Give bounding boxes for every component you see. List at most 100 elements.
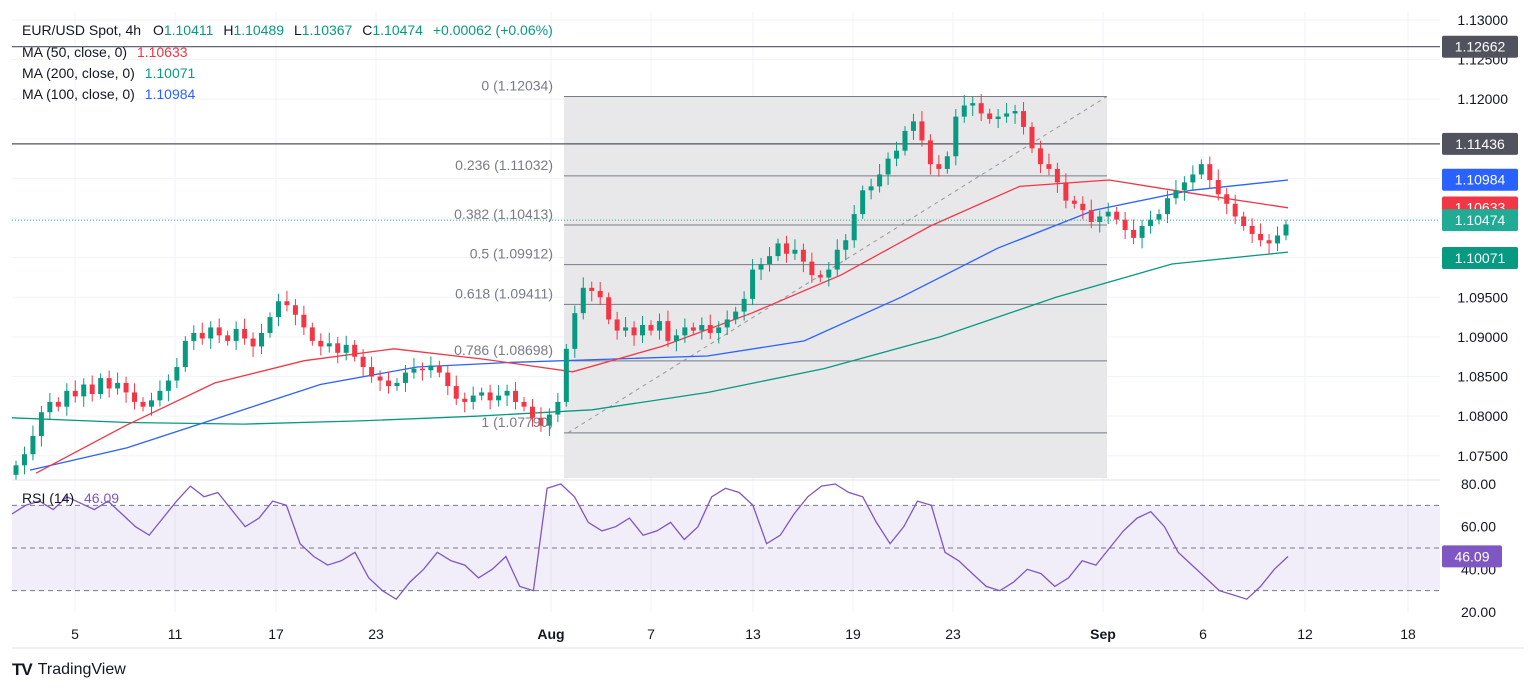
- candle-body: [335, 343, 341, 353]
- ma50-label: MA (50, close, 0): [22, 44, 128, 60]
- candle-body: [597, 290, 603, 298]
- horizontal-lines[interactable]: [12, 46, 1440, 145]
- candle-body: [1122, 219, 1128, 230]
- candle-body: [834, 249, 840, 270]
- time-axis[interactable]: 5 11 17 23 Aug 7 13 19 23 Sep 6 12 18: [71, 626, 1416, 642]
- rsi-line: [11, 483, 1289, 601]
- close-value: 1.10474: [372, 22, 423, 38]
- candle-body: [1029, 126, 1035, 149]
- candle-body: [521, 401, 527, 407]
- time-tick-label: 23: [945, 626, 961, 642]
- candle-body: [1275, 235, 1281, 244]
- candle-body: [792, 249, 798, 254]
- candle-body: [1215, 180, 1221, 195]
- candle-body: [89, 384, 95, 394]
- candle-body: [267, 317, 273, 333]
- candle-body: [894, 150, 900, 159]
- candle-body: [21, 454, 27, 466]
- candle-body: [123, 382, 129, 393]
- ma200-legend[interactable]: MA (200, close, 0) 1.10071: [22, 65, 195, 81]
- candle-body: [132, 392, 138, 402]
- candle-body: [419, 368, 425, 371]
- candle-body: [72, 390, 78, 397]
- candle-body: [1249, 225, 1255, 234]
- candle-body: [326, 343, 332, 347]
- candle-body: [191, 332, 197, 341]
- candle-body: [555, 401, 561, 415]
- rsi-tick-label: 80.00: [1461, 476, 1496, 492]
- candle-body: [970, 103, 976, 106]
- candle-body: [741, 298, 747, 312]
- candle-body: [1088, 210, 1094, 223]
- candle-body: [733, 311, 739, 320]
- candle-body: [1105, 211, 1111, 217]
- candle-body: [1097, 216, 1103, 223]
- candle-body: [115, 382, 121, 389]
- candle-body: [1232, 203, 1238, 217]
- ma200-value: 1.10071: [144, 65, 196, 81]
- ma50-value: 1.10633: [136, 44, 188, 60]
- candle-body: [402, 372, 408, 383]
- price-badge-bg: [1442, 209, 1518, 232]
- price-axis[interactable]: 1.130001.125001.120001.115001.110001.105…: [1457, 12, 1508, 620]
- price-badge-bg: [1442, 35, 1518, 58]
- rsi-badge-bg: [1442, 545, 1502, 568]
- time-tick-label: 5: [71, 626, 79, 642]
- candle-body: [1004, 113, 1010, 117]
- candle-body: [208, 327, 214, 339]
- price-badge-text: 1.10474: [1455, 212, 1506, 228]
- candle-body: [1156, 214, 1162, 220]
- candle-body: [936, 164, 942, 169]
- candle-body: [944, 156, 950, 169]
- ma100-label: MA (100, close, 0): [22, 86, 135, 102]
- candle-body: [953, 116, 959, 157]
- symbol-legend[interactable]: EUR/USD Spot, 4h O1.10411 H1.10489 L1.10…: [22, 22, 553, 38]
- candle-body: [386, 380, 392, 387]
- price-badge-text: 1.10984: [1455, 172, 1506, 188]
- candle-body: [106, 378, 112, 389]
- ma100-line: [29, 179, 1289, 471]
- candle-body: [1148, 219, 1154, 226]
- time-tick-label: 13: [745, 626, 761, 642]
- close-label: C: [362, 22, 373, 38]
- candle-body: [673, 335, 679, 341]
- price-tick-label: 1.09500: [1457, 289, 1508, 305]
- candle-body: [1224, 194, 1230, 204]
- candle-body: [1054, 168, 1060, 183]
- candle-body: [826, 269, 832, 278]
- candle-body: [817, 275, 823, 278]
- ma50-legend[interactable]: MA (50, close, 0) 1.10633: [22, 44, 188, 60]
- time-tick-label: 18: [1400, 626, 1416, 642]
- ma100-value: 1.10984: [144, 86, 196, 102]
- candle-body: [538, 417, 544, 426]
- price-grid: [12, 12, 1524, 649]
- candle-body: [428, 365, 434, 371]
- change-value: +0.00062 (+0.06%): [432, 22, 553, 38]
- fib-label: 0.236 (1.11032): [455, 157, 553, 173]
- candle-body: [259, 332, 265, 347]
- high-value: 1.10489: [233, 22, 285, 38]
- ma100-legend[interactable]: MA (100, close, 0) 1.10984: [22, 86, 195, 102]
- candle-body: [55, 401, 61, 407]
- candle-body: [165, 380, 171, 391]
- candle-body: [360, 356, 366, 368]
- candle-body: [546, 414, 552, 426]
- candle-body: [1063, 182, 1069, 201]
- candle-body: [809, 261, 815, 276]
- candle-body: [767, 256, 773, 265]
- tradingview-logo-icon: TV: [12, 660, 33, 679]
- candle-body: [572, 313, 578, 349]
- fibonacci-zone[interactable]: [564, 96, 1107, 479]
- candle-body: [81, 384, 87, 397]
- rsi-badge-text: 46.09: [1454, 548, 1489, 564]
- candle-body: [1241, 216, 1247, 226]
- candle-body: [868, 186, 874, 191]
- tradingview-brand[interactable]: TV TradingView: [12, 660, 126, 680]
- candle-body: [242, 329, 248, 339]
- candle-body: [352, 344, 358, 357]
- time-tick-label: 11: [168, 626, 183, 642]
- candle-body: [199, 332, 205, 339]
- rsi-legend[interactable]: RSI (14) 46.09: [22, 490, 119, 506]
- price-tick-label: 1.07500: [1457, 448, 1508, 464]
